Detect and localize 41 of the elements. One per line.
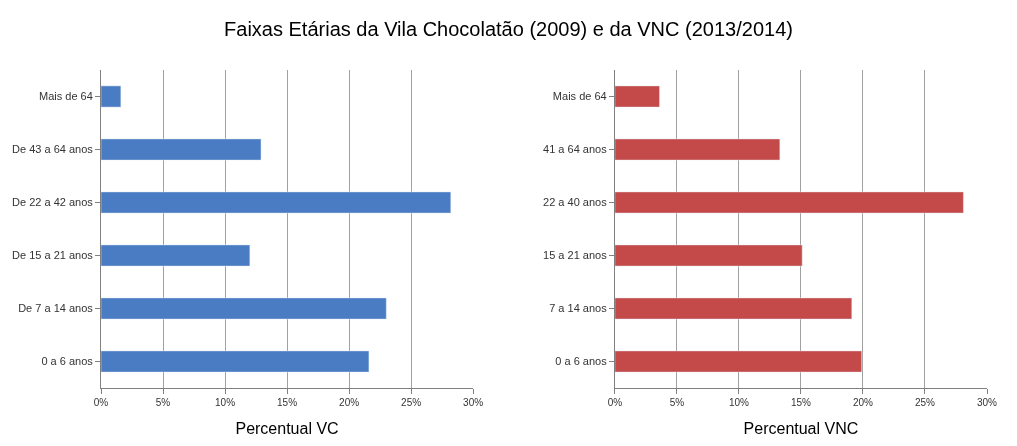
y-tick-label: Mais de 64 (38, 90, 93, 103)
x-tick-label: 5% (669, 397, 685, 408)
bar (101, 85, 122, 108)
bar (101, 297, 387, 320)
bar (614, 191, 964, 214)
x-axis-title: Percentual VNC (743, 419, 859, 437)
x-tick-label: 20% (852, 397, 874, 408)
x-tick-label: 15% (790, 397, 812, 408)
y-tick-label: De 7 a 14 anos (18, 302, 94, 315)
x-tick-label: 25% (914, 397, 936, 408)
y-tick-label: De 22 a 42 anos (12, 196, 94, 209)
x-tick-label: 0% (93, 397, 109, 408)
chart-title: Faixas Etárias da Vila Chocolatão (2009) e da VNC (2013/2014) (224, 18, 793, 41)
x-tick-label: 25% (401, 397, 422, 408)
y-tick-label: 0 a 6 anos (555, 355, 608, 368)
x-tick-label: 20% (339, 397, 360, 408)
bar (614, 350, 862, 373)
bar (101, 138, 262, 161)
bar (614, 244, 803, 267)
x-tick-label: 30% (463, 397, 484, 408)
y-tick-label: 22 a 40 anos (543, 196, 608, 209)
x-tick-label: 10% (728, 397, 750, 408)
bar (101, 244, 251, 267)
bar (101, 191, 452, 214)
bar (101, 350, 370, 373)
y-tick-label: 0 a 6 anos (41, 355, 94, 368)
y-tick-label: De 43 a 64 anos (12, 143, 94, 156)
x-axis-title: Percentual VC (235, 419, 339, 437)
bar (614, 85, 660, 108)
x-tick-label: 10% (215, 397, 236, 408)
y-tick-label: Mais de 64 (552, 90, 607, 103)
bar (614, 297, 853, 320)
y-tick-label: 41 a 64 anos (543, 143, 608, 156)
y-tick-label: De 15 a 21 anos (12, 249, 94, 262)
bar (614, 138, 781, 161)
x-tick-label: 15% (277, 397, 298, 408)
y-tick-label: 7 a 14 anos (549, 302, 608, 315)
x-tick-label: 0% (607, 397, 623, 408)
x-tick-label: 5% (155, 397, 171, 408)
y-tick-label: 15 a 21 anos (543, 249, 608, 262)
x-tick-label: 30% (976, 397, 998, 408)
